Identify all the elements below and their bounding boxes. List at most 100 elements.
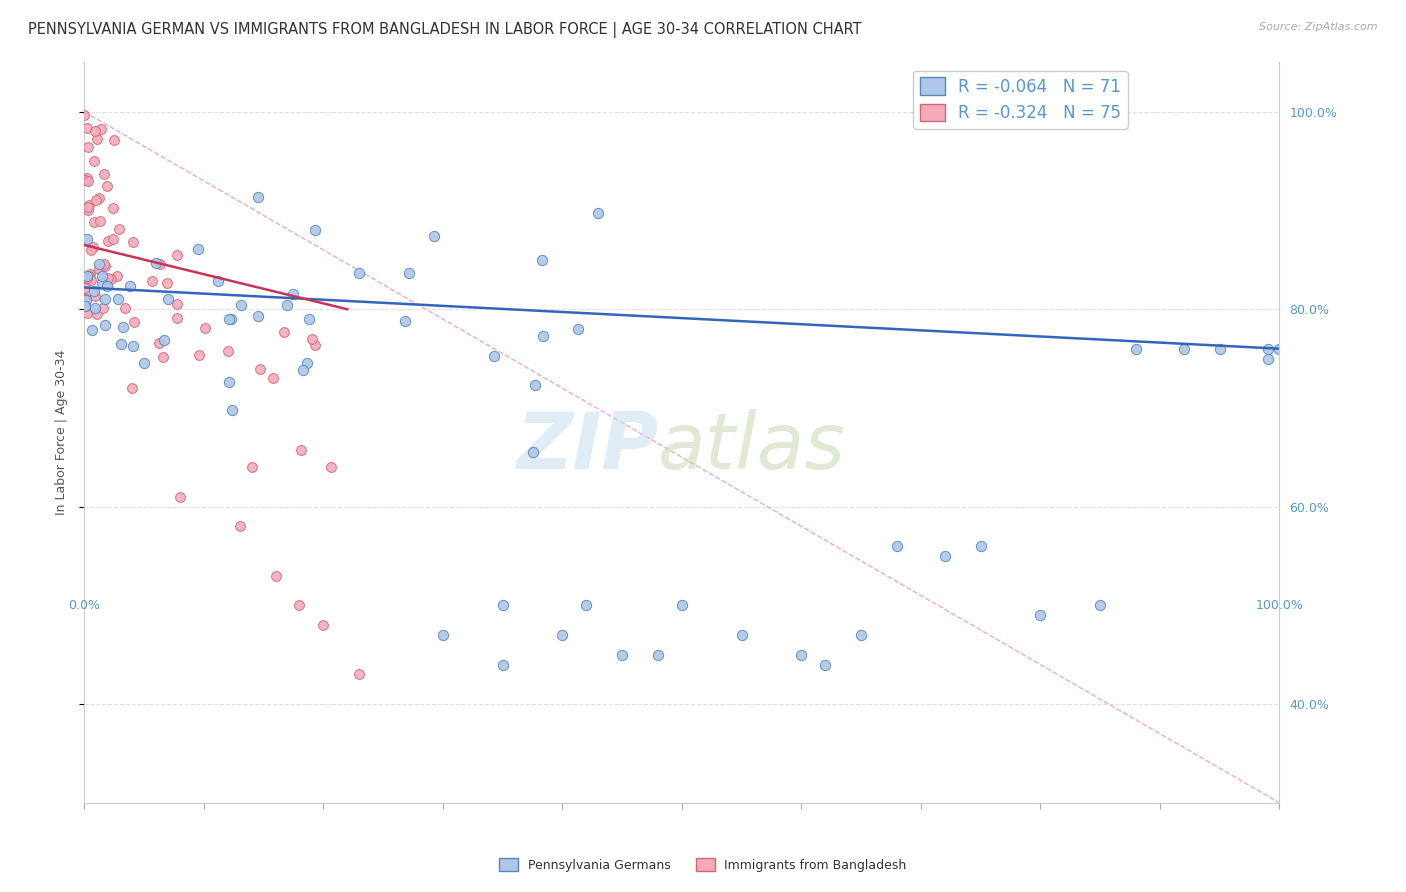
Point [94, 259, 117, 273]
Point [122, 315, 145, 329]
Point [134, 356, 156, 370]
Point [281, 286, 304, 301]
Point [107, 222, 129, 236]
Point [970, 539, 993, 553]
Point [77, 139, 100, 153]
Point [221, 402, 243, 417]
Point [91, 301, 114, 315]
Point [148, 336, 170, 351]
Point [75, 299, 97, 313]
Point [262, 371, 284, 385]
Point [77, 174, 100, 188]
Text: Source: ZipAtlas.com: Source: ZipAtlas.com [1260, 22, 1378, 32]
Point [122, 235, 145, 249]
Point [76, 120, 98, 135]
Point [522, 445, 544, 459]
Point [218, 312, 240, 326]
Point [790, 648, 813, 662]
Point [87, 257, 110, 271]
Point [482, 350, 505, 364]
Point [152, 350, 174, 364]
Point [1268, 342, 1291, 356]
Point [1257, 351, 1279, 366]
Point [107, 293, 129, 307]
Point [492, 657, 515, 672]
Point [217, 344, 239, 359]
Point [73, 173, 96, 187]
Y-axis label: In Labor Force | Age 30-34: In Labor Force | Age 30-34 [55, 350, 67, 516]
Point [492, 599, 515, 613]
Point [101, 201, 124, 215]
Point [94, 318, 117, 333]
Point [240, 460, 263, 475]
Point [814, 657, 837, 672]
Point [79, 273, 101, 287]
Point [84, 289, 107, 303]
Point [82, 239, 104, 253]
Point [87, 261, 110, 276]
Point [80, 243, 103, 257]
Point [118, 279, 141, 293]
Point [91, 269, 114, 284]
Point [671, 599, 693, 613]
Point [301, 332, 323, 346]
Point [75, 299, 97, 313]
Point [288, 599, 311, 613]
Point [111, 320, 134, 334]
Point [276, 298, 298, 312]
Point [156, 276, 179, 290]
Point [94, 292, 117, 306]
Text: 100.0%: 100.0% [1256, 599, 1303, 612]
Point [76, 202, 98, 217]
Point [110, 337, 132, 351]
Point [432, 628, 454, 642]
Point [273, 326, 295, 340]
Point [86, 307, 108, 321]
Point [76, 232, 98, 246]
Point [1090, 599, 1112, 613]
Point [166, 310, 188, 325]
Point [1173, 342, 1195, 356]
Point [80, 323, 103, 337]
Point [75, 293, 97, 307]
Point [114, 301, 136, 315]
Legend: Pennsylvania Germans, Immigrants from Bangladesh: Pennsylvania Germans, Immigrants from Ba… [495, 854, 911, 877]
Point [93, 167, 115, 181]
Point [194, 321, 217, 335]
Point [187, 242, 209, 256]
Point [292, 363, 315, 377]
Point [89, 213, 111, 227]
Point [73, 270, 96, 285]
Point [551, 628, 574, 642]
Point [83, 123, 105, 137]
Point [312, 618, 335, 632]
Point [105, 268, 128, 283]
Point [347, 266, 370, 280]
Point [886, 539, 908, 553]
Point [83, 215, 105, 229]
Point [73, 108, 96, 122]
Point [145, 256, 167, 270]
Point [149, 257, 172, 271]
Point [304, 338, 326, 352]
Point [76, 170, 98, 185]
Point [83, 154, 105, 169]
Point [188, 348, 211, 362]
Point [264, 568, 287, 582]
Point [73, 293, 96, 307]
Point [298, 312, 321, 326]
Point [247, 309, 270, 323]
Point [121, 381, 143, 395]
Point [530, 253, 553, 268]
Point [219, 311, 242, 326]
Point [84, 193, 107, 207]
Text: 0.0%: 0.0% [69, 599, 100, 612]
Text: ZIP: ZIP [516, 409, 658, 485]
Point [647, 648, 669, 662]
Point [77, 198, 100, 212]
Point [731, 628, 754, 642]
Point [166, 297, 188, 311]
Point [304, 223, 326, 237]
Point [77, 268, 100, 283]
Point [1209, 342, 1232, 356]
